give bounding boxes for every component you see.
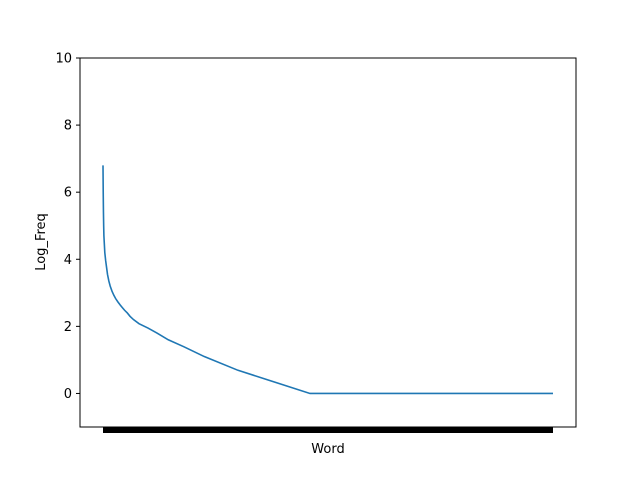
y-axis-label: Log_Freq xyxy=(34,213,49,271)
series-line xyxy=(102,165,553,395)
y-tick-label: 0 xyxy=(64,387,72,402)
y-tick-label: 6 xyxy=(64,186,72,201)
axes-frame xyxy=(79,57,577,428)
y-tick-label: 4 xyxy=(64,253,72,268)
x-axis-label: Word xyxy=(311,442,344,457)
y-tick-label: 2 xyxy=(64,320,72,335)
x-tick-band xyxy=(103,427,553,433)
y-axis-ticks: 0 2 4 6 8 10 xyxy=(55,52,80,402)
y-tick-label: 8 xyxy=(64,119,72,134)
y-tick-label: 10 xyxy=(55,52,72,67)
x-axis-ticks xyxy=(103,427,553,433)
